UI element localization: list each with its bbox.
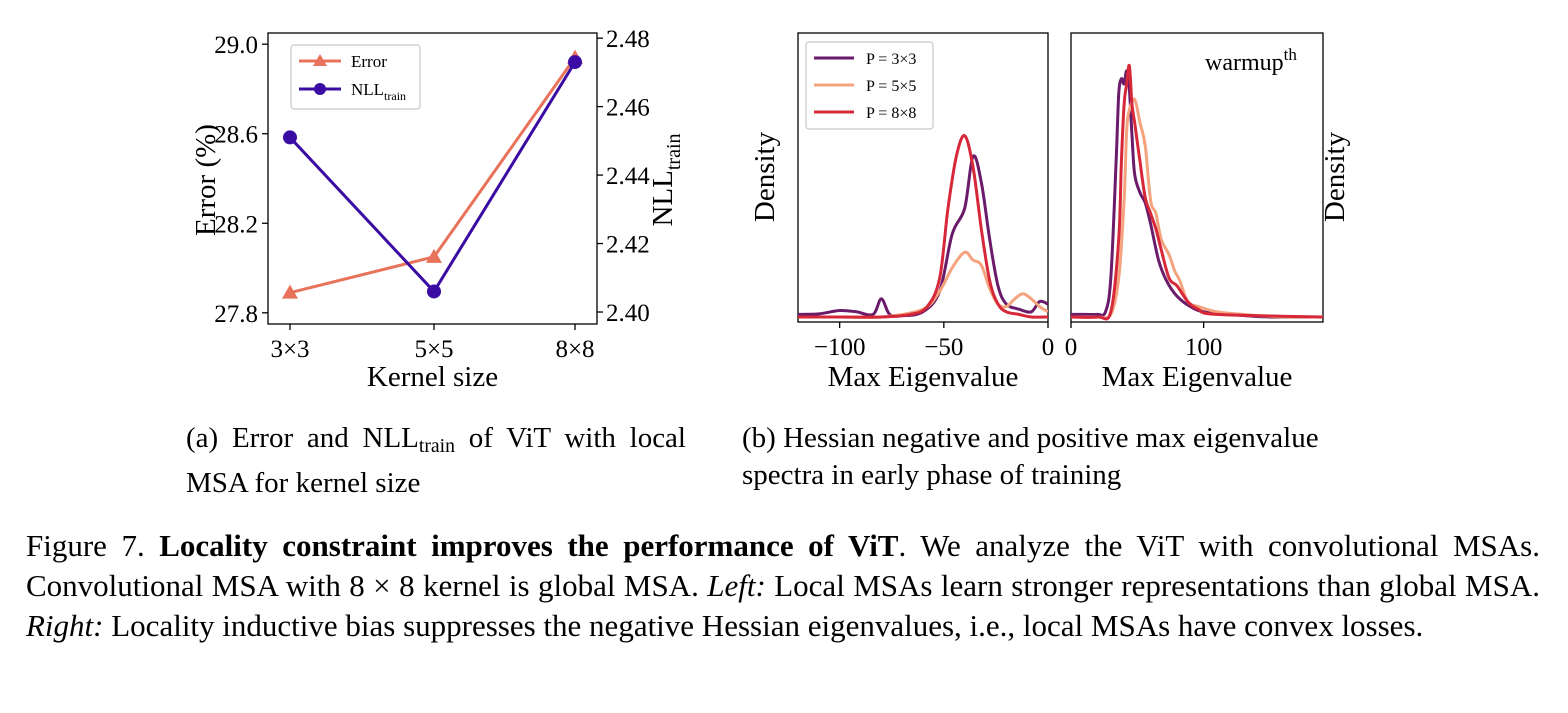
left-ytick-label-a: 28.6 bbox=[214, 122, 258, 149]
left-ytick-label-a: 27.8 bbox=[214, 301, 258, 328]
right-ytick-label-a: 2.42 bbox=[606, 232, 650, 259]
annotation-chart-b2: warmupth bbox=[1205, 45, 1297, 76]
density-curve-0-chart-b1 bbox=[798, 154, 1048, 318]
series-group-chart-b1 bbox=[798, 134, 1048, 320]
y-axis-label-right-base-a: NLL bbox=[647, 170, 679, 226]
caption-math: 8 × 8 bbox=[349, 568, 415, 603]
subcaption-a-subscript: train bbox=[418, 434, 455, 457]
xtick-label-a: 3×3 bbox=[270, 336, 309, 363]
error-marker-a bbox=[426, 248, 442, 263]
nll-marker-a bbox=[427, 284, 441, 299]
caption-title: Locality constraint improves the perform… bbox=[159, 528, 899, 563]
x-axis-label-chart-b2: Max Eigenvalue bbox=[1102, 361, 1293, 393]
xtick-label-chart-b1: −100 bbox=[814, 334, 866, 361]
chart-a: 27.8 28.2 28.6 29.0 2.40 2.42 2.44 2.46 2.48 3×3 5… bbox=[190, 26, 685, 393]
xtick-label-a: 8×8 bbox=[555, 336, 594, 363]
legend-label-b: P = 5×5 bbox=[866, 78, 916, 95]
subcaption-a-text-end: of ViT with local MSA for kernel size bbox=[186, 422, 686, 499]
density-curve-0-chart-b2 bbox=[1071, 69, 1323, 319]
right-ytick-label-a: 2.46 bbox=[606, 95, 650, 122]
y-axis-label-right-sub-a: train bbox=[663, 133, 685, 170]
legend-label-a: NLLtrain bbox=[351, 80, 406, 103]
legend-label-b: P = 8×8 bbox=[866, 105, 916, 122]
annotation-sup-chart-b2: th bbox=[1284, 45, 1298, 64]
y-axis-label-chart-b1: Density bbox=[749, 131, 781, 222]
xtick-label-chart-b2: 100 bbox=[1185, 334, 1223, 361]
xtick-label-chart-b2: 0 bbox=[1065, 334, 1078, 361]
subcaption-a: (a) Error and NLLtrain of ViT with local… bbox=[186, 420, 686, 502]
xtick-label-chart-b1: 0 bbox=[1042, 334, 1055, 361]
caption-text-2: kernel is global MSA. bbox=[414, 568, 708, 603]
subcaption-a-text: (a) Error and NLL bbox=[186, 422, 419, 454]
legend-label-sub-a: train bbox=[384, 89, 406, 103]
legend-swatch-marker-a bbox=[314, 83, 326, 95]
series-group-chart-b2 bbox=[1071, 63, 1323, 321]
xtick-label-a: 5×5 bbox=[414, 336, 453, 363]
density-curve-2-chart-b1 bbox=[798, 134, 1048, 319]
left-ytick-label-a: 28.2 bbox=[214, 211, 258, 238]
plot-frame-chart-b2 bbox=[1070, 32, 1324, 323]
chart-b-negative: −100 −50 0 Max Eigenvalue Density P = 3×3 P = … bbox=[749, 32, 1055, 393]
caption-text-4: Locality inductive bias suppresses the n… bbox=[103, 608, 1424, 643]
y-axis-label-left-a: Error (%) bbox=[190, 124, 222, 236]
caption-text-3: Local MSAs learn stronger representation… bbox=[765, 568, 1540, 603]
nll-marker-a bbox=[568, 55, 582, 70]
legend-box-b bbox=[805, 41, 934, 130]
legend-swatch-marker-a bbox=[313, 54, 327, 66]
x-axis-label-chart-b1: Max Eigenvalue bbox=[828, 361, 1019, 393]
x-axis-label-a: Kernel size bbox=[367, 361, 498, 393]
caption-left-label: Left: bbox=[707, 568, 766, 603]
caption-right-label: Right: bbox=[26, 608, 104, 643]
y-axis-label-right-a: NLLtrain bbox=[647, 133, 685, 226]
caption-label: Figure 7. bbox=[26, 528, 160, 563]
legend-label-base-a: NLL bbox=[351, 80, 384, 99]
error-marker-a bbox=[282, 284, 298, 299]
right-ytick-label-a: 2.48 bbox=[606, 26, 650, 53]
nll-marker-a bbox=[283, 130, 297, 145]
subcaption-b-text: (b) Hessian negative and positive max ei… bbox=[742, 422, 1319, 491]
legend-label-a: Error bbox=[351, 52, 387, 71]
left-ytick-label-a: 29.0 bbox=[214, 32, 258, 59]
subcaption-b: (b) Hessian negative and positive max ei… bbox=[742, 420, 1382, 494]
right-ytick-label-a: 2.40 bbox=[606, 300, 650, 327]
figure-caption: Figure 7. Locality constraint improves t… bbox=[26, 526, 1540, 646]
caption-text-1: . We analyze the ViT with convolutional … bbox=[26, 528, 1540, 603]
y-axis-label-chart-b2: Density bbox=[1319, 131, 1351, 222]
right-ytick-label-a: 2.44 bbox=[606, 163, 650, 190]
figure-canvas: 27.8 28.2 28.6 29.0 2.40 2.42 2.44 2.46 2.48 3×3 5… bbox=[190, 26, 1351, 393]
plot-frame-a bbox=[267, 32, 598, 325]
density-curve-2-chart-b2 bbox=[1071, 63, 1323, 321]
annotation-base-chart-b2: warmup bbox=[1205, 50, 1284, 76]
density-curve-1-chart-b2 bbox=[1071, 97, 1323, 320]
xtick-label-chart-b1: −50 bbox=[924, 334, 963, 361]
legend-label-base-a: Error bbox=[351, 52, 387, 71]
legend-label-b: P = 3×3 bbox=[866, 51, 916, 68]
plot-frame-chart-b1 bbox=[797, 32, 1049, 323]
